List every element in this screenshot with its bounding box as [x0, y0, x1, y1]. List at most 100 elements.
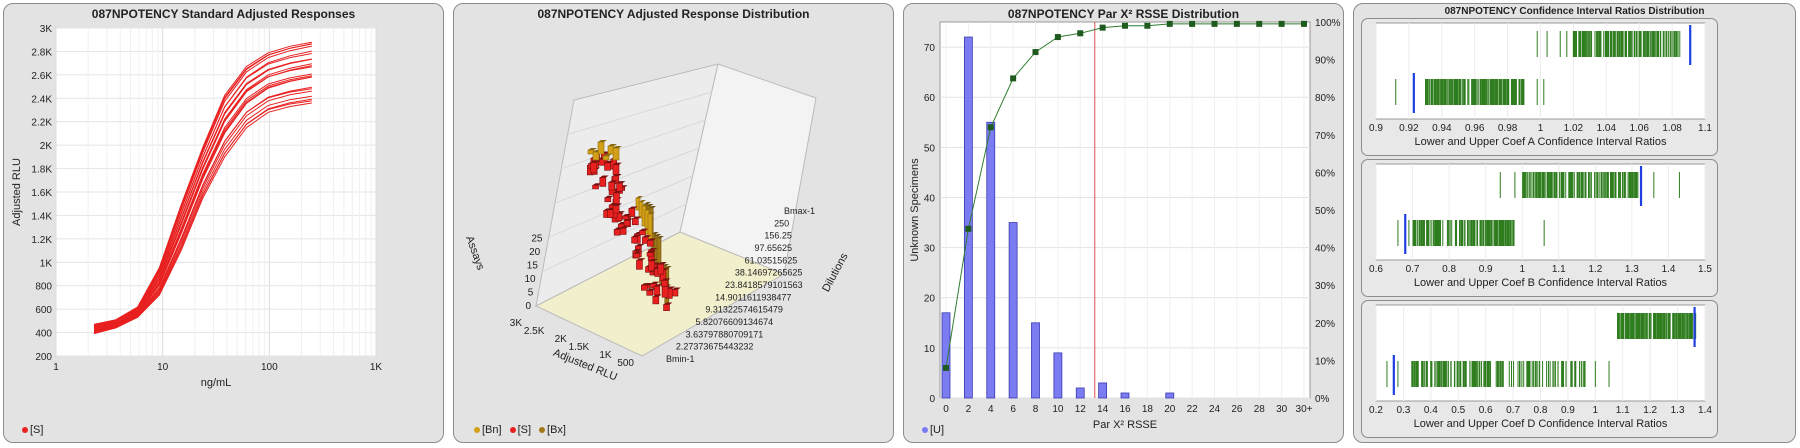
standard-curve-series: [93, 100, 312, 334]
x-tick-label: 30+: [1296, 404, 1313, 415]
x-tick-label: 0.6: [1479, 405, 1493, 416]
cumulative-point: [987, 124, 994, 131]
dilution-tick-label: 2.27373675443232: [676, 342, 754, 352]
x-axis-label: ng/mL: [201, 377, 232, 389]
x-axis-label: Lower and Upper Coef A Confidence Interv…: [1415, 136, 1667, 148]
legend-item[interactable]: [S]: [509, 424, 531, 436]
legend-item[interactable]: [U]: [922, 424, 944, 436]
x-tick-label: 1.2: [1588, 264, 1602, 275]
x-tick-label: 3K: [510, 318, 523, 329]
y-tick-label: 2.8K: [31, 47, 52, 58]
x-tick-label: 0.9: [1479, 264, 1493, 275]
y-tick-label: 2.2K: [31, 118, 52, 129]
s-bar-top: [590, 160, 600, 163]
legend-label: [Bn]: [482, 424, 502, 436]
x-tick-label: 6: [1010, 404, 1016, 415]
x-tick-label: 1: [1519, 264, 1525, 275]
cumulative-point: [1211, 20, 1218, 27]
rsse-histogram-chart: 0102030405060700%10%20%30%40%50%60%70%80…: [909, 18, 1341, 431]
x-tick-label: 0.7: [1406, 264, 1420, 275]
s-bar: [663, 304, 670, 311]
s-bar: [632, 218, 639, 226]
standard-curve-series: [93, 73, 312, 330]
ci-ratio-a-chart: 0.9 0.92 0.94 0.96 0.98 1 1.02 1.04 1.06 1.08 1.1 L…: [1369, 22, 1712, 148]
histogram-bar: [963, 36, 973, 399]
s-bar-top: [648, 258, 658, 261]
dilution-tick-label: 3.63797880709171: [686, 329, 764, 339]
s-bar-top: [622, 214, 632, 217]
bx-bar-top: [644, 202, 651, 204]
standard-curve-series: [93, 41, 312, 325]
x-tick-label: 0.9: [1561, 405, 1575, 416]
rsse-distribution-panel: 087NPOTENCY Par X² RSSE Distribution 0 10…: [903, 3, 1344, 443]
s-bar: [671, 289, 679, 297]
panel-title: 087NPOTENCY Standard Adjusted Responses: [91, 7, 356, 21]
s-bar: [661, 280, 668, 287]
s-bar-top: [635, 243, 645, 246]
y-tick-label: 1K: [40, 258, 53, 269]
x-tick-label: 14: [1097, 404, 1109, 415]
ci-ratio-a-subpanel: 0.9 0.92 0.94 0.96 0.98 1 1.02 1.04 1.06 1.08 1.1 L…: [1361, 18, 1718, 156]
histogram-bar: [1120, 392, 1130, 399]
z-tick-label: 10: [524, 274, 536, 285]
y-tick-label: 2.4K: [31, 94, 52, 105]
dilution-tick-label: 250: [774, 218, 789, 228]
histogram-bar: [1008, 222, 1018, 399]
x-tick-label: 1: [53, 362, 59, 373]
response-distribution-3d-chart: 0510152025Assays3K2.5K2K1.5K1K500Adjuste…: [463, 63, 851, 384]
dilution-tick-label: 38.14697265625: [735, 268, 803, 278]
dilution-tick-label: 156.25: [764, 231, 792, 241]
x-tick-label: 1K: [599, 350, 612, 361]
cumulative-point: [1010, 75, 1017, 82]
y-axis-label: Unknown Specimens: [909, 158, 921, 262]
panel-title: 087NPOTENCY Adjusted Response Distributi…: [537, 7, 810, 21]
x-tick-label: 1.1: [1698, 123, 1712, 134]
y2-tick-label: 10%: [1315, 356, 1335, 367]
x-axis-label: Lower and Upper Coef D Confidence Interv…: [1414, 418, 1668, 430]
x-tick-label: 24: [1209, 404, 1221, 415]
x-tick-label: 0.96: [1465, 123, 1485, 134]
y-tick-label: 0: [929, 394, 935, 405]
x-tick-label: 10: [157, 362, 169, 373]
x-tick-label: 30: [1276, 404, 1288, 415]
y2-tick-label: 80%: [1315, 93, 1335, 104]
s-bar: [619, 227, 627, 235]
legend-label: [U]: [930, 424, 945, 436]
s-bar-top: [646, 288, 656, 291]
y-tick-label: 800: [35, 282, 52, 293]
cumulative-point: [965, 225, 972, 232]
x-tick-label: 100: [261, 362, 278, 373]
x-tick-label: 28: [1254, 404, 1266, 415]
s-bar: [657, 263, 665, 275]
ci-ratio-d-subpanel: 0.2 0.3 0.4 0.5 0.6 0.7 0.8 0.9 1 1.1 1.2 1.3 1.4 Low…: [1361, 300, 1718, 438]
s-bar: [604, 162, 611, 171]
s-bar: [653, 285, 661, 296]
legend-swatch: [474, 427, 480, 433]
histogram-bar: [1053, 352, 1063, 399]
x-axis-label: Lower and Upper Coef B Confidence Interv…: [1414, 277, 1668, 289]
s-bar-top: [657, 262, 667, 265]
dilution-tick-label: 14.9011611938477: [715, 292, 791, 302]
x-tick-label: 18: [1142, 404, 1154, 415]
dilution-tick-label: 5.82076609134674: [696, 317, 774, 327]
legend-item[interactable]: [S]: [22, 424, 43, 436]
x-tick-label: 0.94: [1432, 123, 1452, 134]
y-tick-label: 1.2K: [31, 235, 52, 246]
bn-bar-top: [588, 148, 597, 150]
legend-item[interactable]: [Bn]: [474, 424, 502, 436]
s-bar: [646, 252, 654, 257]
s-bar-top: [642, 235, 652, 238]
response-distribution-panel: 087NPOTENCY Adjusted Response Distributi…: [453, 3, 894, 443]
bx-bar-top: [664, 266, 672, 268]
x-tick-label: 0: [943, 404, 949, 415]
x-tick-label: 1: [1593, 405, 1599, 416]
bx-bar-top: [654, 234, 662, 236]
legend-item[interactable]: [Bx]: [539, 424, 566, 436]
chart-legend: [Bn] [S] [Bx]: [474, 424, 566, 436]
s-bar-top: [604, 160, 614, 163]
y2-tick-label: 50%: [1315, 206, 1335, 217]
y-tick-label: 400: [35, 329, 52, 340]
cumulative-point: [1122, 22, 1128, 29]
bn-bar: [597, 141, 605, 155]
s-bar-top: [612, 173, 622, 176]
